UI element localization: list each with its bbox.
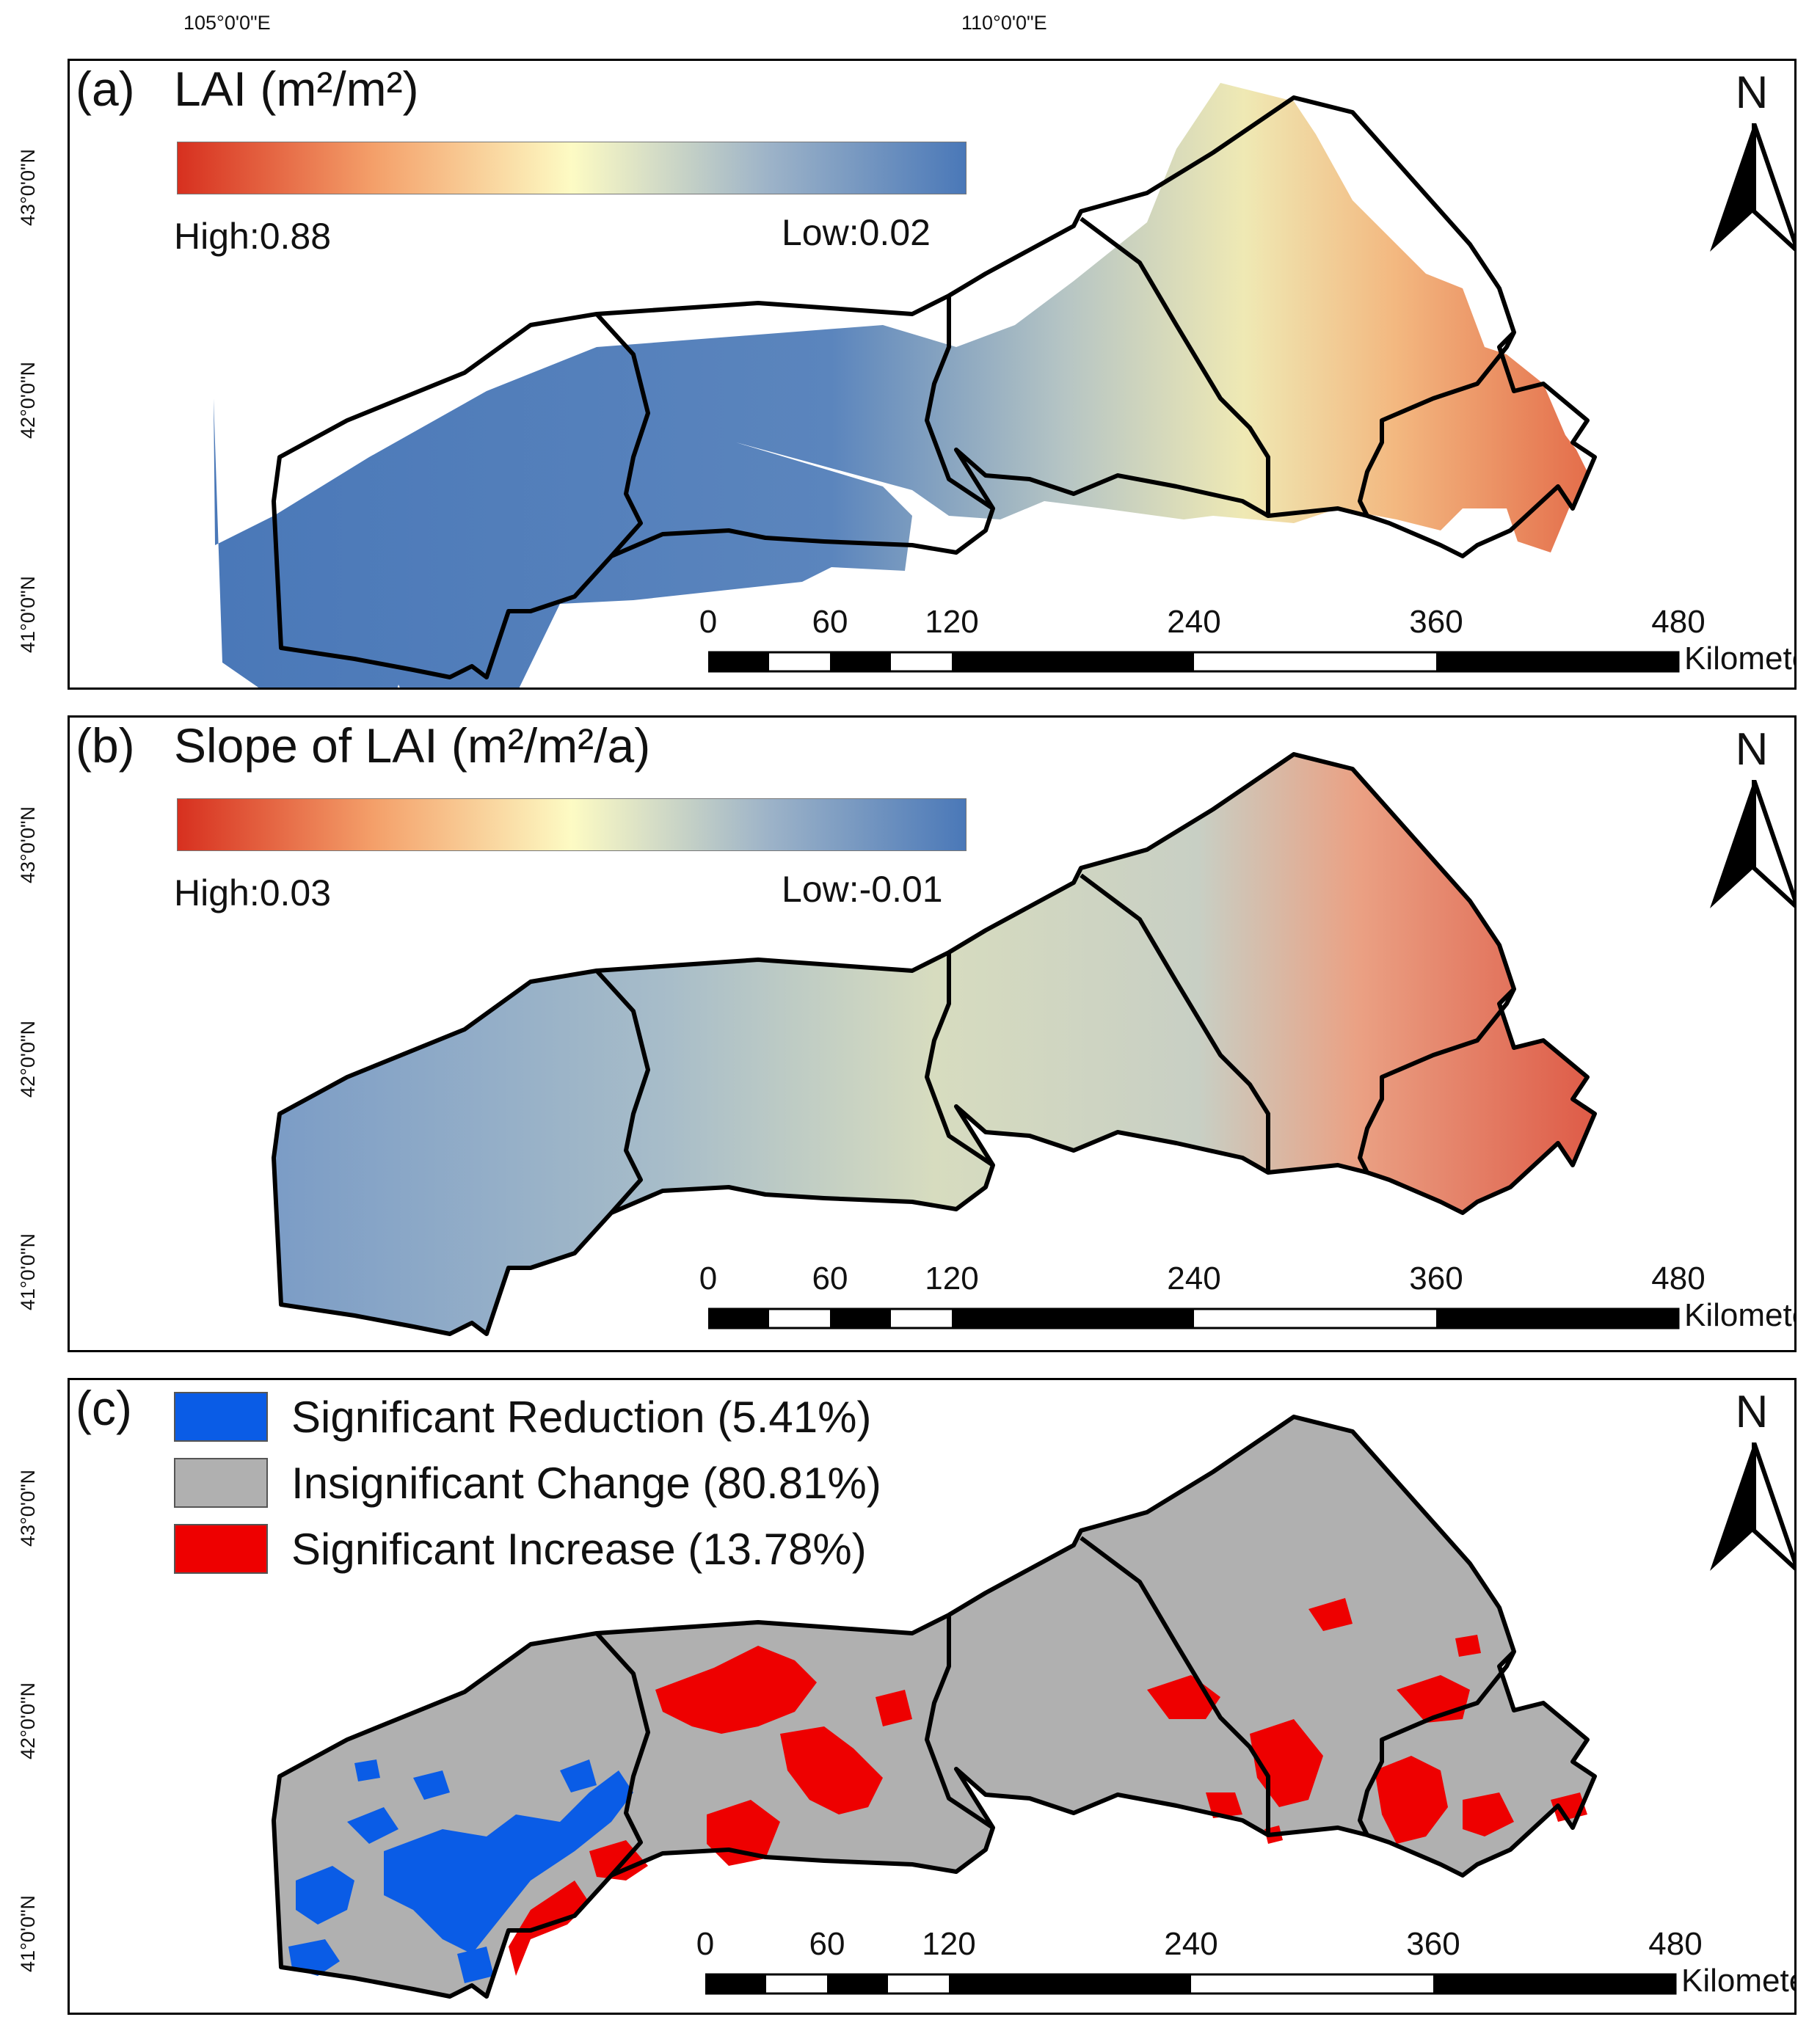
- panel-a-lai: (a) LAI (m²/m²) High:0.88 Low:0.02 N 0 6…: [68, 59, 1797, 690]
- scale-unit: Kilometers: [1684, 1297, 1794, 1333]
- region-outline: [272, 95, 1597, 679]
- scale-tick-label: 60: [812, 604, 848, 640]
- latitude-label-42: 42°0'0"N: [17, 1682, 40, 1760]
- panel-b-slope: (b) Slope of LAI (m²/m²/a) High:0.03 Low…: [68, 715, 1797, 1352]
- region-boundary: [594, 969, 650, 1214]
- latitude-label-43: 43°0'0"N: [17, 148, 40, 227]
- latitude-label-41: 41°0'0"N: [17, 575, 40, 654]
- scale-bar: 0 60 120 240 360 480 Kilometers: [642, 1261, 1794, 1341]
- scale-unit: Kilometers: [1681, 1963, 1794, 1999]
- slope-colorbar: [177, 798, 967, 851]
- scale-tick-label: 0: [699, 604, 718, 640]
- scale-tick-label: 120: [922, 1926, 976, 1962]
- scale-tick-label: 240: [1167, 604, 1221, 640]
- colorbar-low-label: Low:-0.01: [782, 869, 943, 910]
- region-boundary: [1358, 331, 1516, 517]
- latitude-label-42: 42°0'0"N: [17, 1020, 40, 1098]
- scale-tick-label: 480: [1651, 1261, 1706, 1296]
- region-outline: [214, 83, 1587, 687]
- north-arrow-icon: [1710, 780, 1794, 908]
- panel-c-significance: (c) Significant Reduction (5.41%) Insign…: [68, 1378, 1797, 2015]
- scale-tick-label: 360: [1409, 604, 1463, 640]
- colorbar-high-label: High:0.03: [174, 872, 332, 913]
- scale-tick-label: 0: [696, 1926, 715, 1962]
- panel-a-title: LAI (m²/m²): [174, 62, 419, 116]
- latitude-label-42: 42°0'0"N: [17, 361, 40, 439]
- legend-label: Insignificant Change (80.81%): [291, 1459, 881, 1508]
- scale-tick-label: 360: [1409, 1261, 1463, 1296]
- scale-tick-label: 480: [1648, 1926, 1703, 1962]
- colorbar-high-label: High:0.88: [174, 216, 332, 257]
- scale-tick-label: 60: [809, 1926, 845, 1962]
- scale-tick-label: 60: [812, 1261, 848, 1296]
- longitude-label-110: 110°0'0"E: [961, 12, 1047, 34]
- lai-colorbar: [177, 142, 967, 194]
- panel-a-tag: (a): [76, 62, 135, 116]
- region-boundary: [1080, 1536, 1270, 1835]
- scale-tick-label: 240: [1167, 1261, 1221, 1296]
- scale-tick-label: 0: [699, 1261, 718, 1296]
- scale-tick-label: 480: [1651, 604, 1706, 640]
- significance-map: [272, 1415, 1597, 1999]
- latitude-label-41: 41°0'0"N: [17, 1894, 40, 1973]
- region-outline: [272, 1415, 1597, 1999]
- slope-map: [272, 752, 1597, 1336]
- region-boundary: [1358, 1650, 1516, 1836]
- latitude-label-43: 43°0'0"N: [17, 806, 40, 884]
- scale-bar: 0 60 120 240 360 480 Kilometers: [642, 604, 1794, 685]
- panel-b-tag: (b): [76, 718, 135, 773]
- region-boundary: [925, 296, 994, 511]
- north-letter: N: [1735, 68, 1769, 118]
- legend-swatch: [174, 1392, 268, 1442]
- scale-bar-segments: [705, 1973, 1677, 1995]
- region-boundary: [925, 952, 994, 1167]
- region-boundary: [925, 1615, 994, 1830]
- north-letter: N: [1735, 724, 1769, 775]
- latitude-label-41: 41°0'0"N: [17, 1233, 40, 1311]
- latitude-label-43: 43°0'0"N: [17, 1469, 40, 1547]
- legend-label: Significant Reduction (5.41%): [291, 1393, 872, 1442]
- increase-patches: [509, 1598, 1587, 1976]
- north-letter: N: [1735, 1387, 1769, 1437]
- legend-swatch: [174, 1524, 268, 1574]
- legend-label: Significant Increase (13.78%): [291, 1525, 867, 1574]
- region-boundary: [594, 312, 650, 558]
- colorbar-low-label: Low:0.02: [782, 212, 931, 253]
- scale-bar: 0 60 120 240 360 480 Kilometers: [639, 1926, 1794, 2007]
- scale-tick-label: 360: [1406, 1926, 1460, 1962]
- panel-c-tag: (c): [76, 1381, 132, 1435]
- north-arrow-icon: [1710, 1442, 1794, 1571]
- scale-tick-label: 120: [925, 604, 979, 640]
- lai-map: [214, 83, 1597, 687]
- region-boundary: [1080, 216, 1270, 516]
- scale-unit: Kilometers: [1684, 641, 1794, 676]
- region-boundary: [594, 1631, 650, 1877]
- region-boundary: [1080, 873, 1270, 1172]
- north-arrow-icon: [1710, 123, 1794, 252]
- region-outline: [272, 752, 1597, 1336]
- scale-bar-segments: [708, 651, 1680, 673]
- reduction-patches: [288, 1759, 633, 1983]
- longitude-label-105: 105°0'0"E: [183, 12, 271, 34]
- scale-bar-segments: [708, 1307, 1680, 1329]
- legend-swatch: [174, 1458, 268, 1508]
- region-boundary: [1358, 988, 1516, 1174]
- scale-tick-label: 120: [925, 1261, 979, 1296]
- panel-b-title: Slope of LAI (m²/m²/a): [174, 718, 651, 773]
- scale-tick-label: 240: [1164, 1926, 1218, 1962]
